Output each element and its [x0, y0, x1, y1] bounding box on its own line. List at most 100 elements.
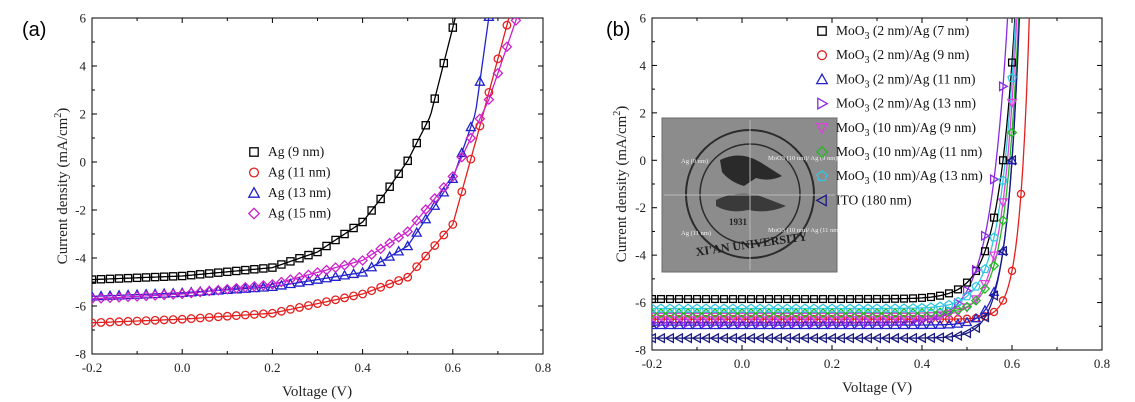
series-marker-4	[988, 251, 1000, 262]
series-marker-4	[718, 312, 730, 323]
series-marker-7	[871, 332, 882, 344]
series-marker-1	[222, 311, 232, 321]
series-marker-2	[302, 275, 315, 286]
panel-b-y-axis-title: Current density (mA/cm2)	[612, 106, 630, 263]
series-marker-1	[412, 262, 422, 272]
legend-entry-6: MoO3 (10 nm)/Ag (13 nm)	[836, 168, 983, 187]
series-marker-1	[376, 282, 386, 292]
legend-entry-7: ITO (180 nm)	[836, 192, 912, 207]
series-marker-6	[944, 299, 954, 309]
series-marker-3	[456, 151, 468, 163]
series-marker-3	[212, 284, 224, 296]
series-marker-6	[773, 303, 783, 313]
series-marker-2	[853, 319, 865, 330]
series-marker-3	[483, 94, 495, 106]
series-marker-4	[736, 312, 748, 323]
series-marker-2	[844, 319, 856, 330]
series-marker-6	[755, 303, 765, 313]
legend-entry-2: Ag (13 nm)	[268, 185, 331, 200]
series-marker-0	[141, 273, 151, 282]
series-marker-2	[790, 319, 802, 330]
series-marker-0	[989, 213, 999, 222]
series-marker-1	[258, 309, 268, 319]
series-marker-3	[140, 290, 152, 302]
series-marker-6	[701, 303, 711, 313]
inset-photo-border	[661, 117, 838, 273]
series-marker-1	[385, 279, 395, 289]
series-marker-3	[104, 292, 116, 304]
series-marker-6	[971, 281, 981, 291]
series-marker-1	[249, 309, 259, 319]
legend-entry-0: Ag (9 nm)	[268, 144, 324, 159]
series-marker-1	[267, 308, 277, 318]
series-marker-1	[286, 304, 295, 314]
series-marker-7	[835, 332, 846, 344]
series-marker-1	[168, 315, 178, 324]
series-marker-2	[952, 318, 964, 328]
series-marker-4	[1006, 98, 1018, 109]
series-marker-2	[483, 18, 495, 22]
panel-b-label: (b)	[606, 19, 630, 41]
series-marker-1	[962, 314, 972, 323]
x-tick-label: 0.4	[914, 356, 931, 371]
panel-b-axis-ticks: -0.2 0.0 0.2 0.4 0.6 0.8 -8 -6 -4 -2 0 2 4 6	[635, 11, 1110, 372]
series-marker-2	[338, 269, 351, 280]
series-marker-2	[871, 319, 883, 330]
series-marker-3	[366, 249, 378, 261]
series-marker-1	[448, 219, 458, 229]
series-marker-0	[205, 269, 214, 278]
series-marker-7	[862, 332, 873, 344]
y-tick-label: 6	[80, 11, 87, 26]
series-marker-2	[781, 319, 793, 330]
panel-a-label: (a)	[22, 19, 46, 41]
x-tick-label: 0.6	[445, 360, 462, 375]
panel-a-y-axis-title: Current density (mA/cm2)	[53, 108, 71, 265]
x-tick-label: 0.4	[354, 360, 371, 375]
series-marker-4	[880, 312, 892, 323]
y-tick-label: -4	[635, 248, 646, 263]
series-marker-1	[186, 314, 196, 324]
series-marker-5	[961, 301, 973, 312]
series-marker-7	[682, 332, 693, 344]
series-marker-2	[772, 319, 784, 330]
series-marker-5	[934, 307, 946, 318]
series-marker-3	[501, 41, 513, 53]
series-marker-4	[835, 312, 847, 323]
series-line-0	[652, 18, 1016, 300]
series-marker-1	[240, 310, 250, 320]
series-marker-3	[917, 314, 928, 326]
series-marker-6	[881, 303, 891, 313]
series-marker-6	[818, 303, 828, 313]
y-tick-label: -8	[75, 347, 86, 362]
y-tick-label: 4	[80, 59, 87, 74]
series-marker-2	[655, 319, 667, 330]
legend-marker-0	[249, 147, 259, 157]
series-marker-0	[809, 294, 819, 304]
series-marker-6	[998, 175, 1008, 185]
series-marker-6	[1007, 73, 1017, 83]
series-marker-2	[961, 316, 973, 327]
series-marker-3	[420, 204, 432, 215]
inset-label-ag-9: Ag (9 nm)	[681, 158, 708, 165]
panel-a-x-axis-title: Voltage (V)	[282, 384, 352, 400]
series-marker-1	[430, 241, 440, 250]
series-marker-4	[871, 312, 883, 323]
series-marker-0	[674, 294, 684, 304]
series-marker-0	[836, 294, 846, 304]
series-marker-4	[682, 312, 694, 323]
series-marker-0	[448, 23, 458, 32]
series-marker-0	[331, 235, 340, 245]
y-tick-label: -6	[75, 299, 86, 314]
series-marker-1	[213, 312, 223, 322]
series-marker-1	[1016, 189, 1026, 199]
series-marker-2	[835, 319, 847, 330]
series-marker-0	[818, 294, 828, 304]
series-marker-4	[745, 312, 757, 323]
series-marker-2	[347, 268, 360, 279]
series-marker-3	[384, 237, 396, 249]
series-marker-7	[907, 332, 918, 344]
series-marker-6	[854, 303, 864, 313]
x-tick-label: 0.2	[824, 356, 840, 371]
series-marker-3	[113, 291, 125, 303]
panel-a: (a) -0.2 0.0 0.2 0.4 0.6 0.8 -8 -6 -4 -2 0 2 4 6 Volt…	[22, 11, 551, 401]
